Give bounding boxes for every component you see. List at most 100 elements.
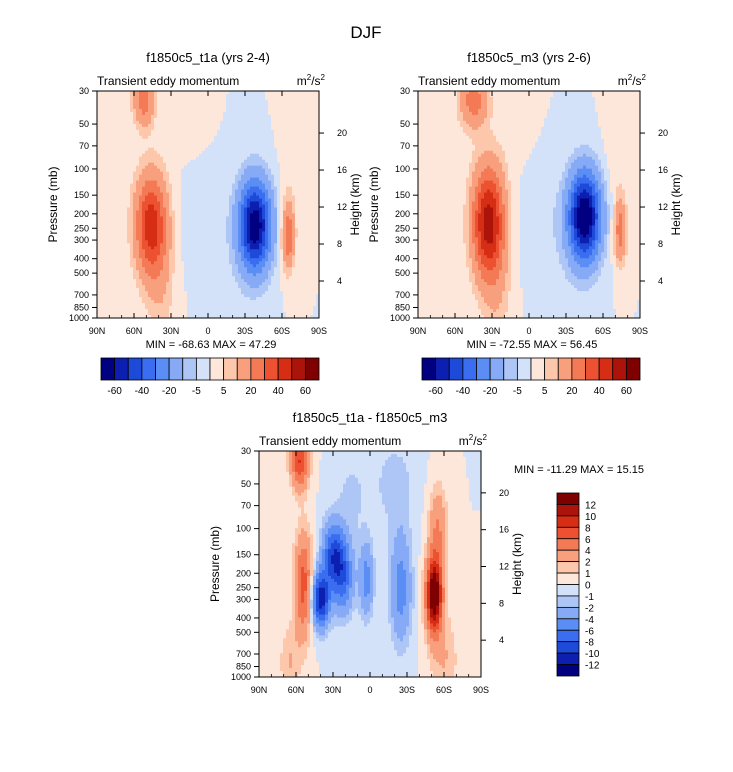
contour-cell: [136, 189, 140, 194]
contour-cell: [238, 225, 242, 229]
contour-cell: [289, 219, 293, 224]
contour-cell: [313, 183, 317, 188]
contour-cell: [115, 192, 119, 197]
contour-cell: [292, 213, 296, 218]
contour-cell: [241, 129, 245, 134]
contour-cell: [166, 192, 170, 197]
contour-cell: [103, 108, 107, 113]
contour-cell: [289, 150, 293, 155]
contour-cell: [130, 108, 134, 113]
contour-cell: [115, 270, 119, 274]
contour-cell: [190, 195, 194, 200]
contour-cell: [304, 150, 308, 155]
contour-cell: [103, 291, 107, 295]
contour-cell: [175, 147, 179, 152]
contour-cell: [160, 102, 164, 107]
contour-cell: [97, 180, 101, 185]
contour-cell: [286, 276, 290, 280]
contour-cell: [199, 99, 203, 104]
contour-cell: [310, 255, 314, 259]
contour-cell: [304, 102, 308, 107]
contour-cell: [184, 231, 188, 235]
contour-cell: [112, 132, 116, 137]
contour-cell: [205, 129, 209, 134]
contour-cell: [139, 96, 143, 101]
contour-cell: [124, 144, 128, 149]
contour-cell: [205, 219, 209, 224]
contour-cell: [100, 186, 104, 191]
contour-cell: [241, 99, 245, 104]
contour-cell: [295, 171, 299, 176]
contour-cell: [133, 144, 137, 149]
contour-cell: [181, 111, 185, 116]
contour-cell: [166, 243, 170, 247]
contour-cell: [247, 210, 251, 215]
contour-cell: [259, 273, 263, 277]
contour-cell: [235, 189, 239, 194]
contour-cell: [136, 102, 140, 107]
contour-cell: [127, 135, 131, 140]
contour-cell: [250, 147, 254, 152]
contour-cell: [214, 96, 218, 101]
contour-cell: [301, 216, 305, 221]
contour-cell: [166, 186, 170, 191]
contour-cell: [163, 159, 167, 164]
contour-cell: [259, 162, 263, 167]
contour-cell: [181, 204, 185, 209]
contour-cell: [262, 156, 266, 161]
contour-cell: [97, 258, 101, 262]
contour-cell: [238, 93, 242, 98]
contour-cell: [277, 195, 281, 200]
contour-cell: [274, 117, 278, 122]
contour-cell: [280, 138, 284, 143]
contour-cell: [310, 264, 314, 268]
contour-cell: [232, 105, 236, 110]
contour-cell: [154, 147, 158, 152]
contour-cell: [178, 153, 182, 158]
contour-cell: [223, 276, 227, 280]
contour-cell: [103, 126, 107, 131]
contour-cell: [229, 267, 233, 271]
contour-cell: [163, 108, 167, 113]
contour-cell: [133, 201, 137, 206]
contour-cell: [289, 264, 293, 268]
contour-cell: [151, 162, 155, 167]
contour-cell: [166, 123, 170, 128]
contour-cell: [208, 183, 212, 188]
contour-cell: [112, 207, 116, 212]
contour-cell: [232, 141, 236, 146]
contour-cell: [223, 189, 227, 194]
contour-cell: [106, 123, 110, 128]
contour-cell: [136, 255, 140, 259]
contour-cell: [205, 204, 209, 209]
contour-cell: [103, 204, 107, 209]
contour-cell: [145, 195, 149, 200]
contour-cell: [148, 255, 152, 259]
contour-cell: [193, 138, 197, 143]
contour-cell: [214, 207, 218, 212]
contour-cell: [139, 252, 143, 256]
contour-cell: [178, 99, 182, 104]
contour-cell: [154, 168, 158, 173]
contour-cell: [196, 126, 200, 131]
contour-cell: [271, 246, 275, 250]
contour-cell: [127, 216, 131, 221]
contour-cell: [175, 276, 179, 280]
contour-cell: [136, 228, 140, 232]
contour-cell: [253, 192, 257, 197]
contour-cell: [211, 91, 215, 95]
contour-cell: [247, 264, 251, 268]
contour-cell: [313, 192, 317, 197]
contour-cell: [280, 177, 284, 182]
contour-cell: [256, 249, 260, 253]
contour-cell: [301, 108, 305, 113]
contour-cell: [274, 237, 278, 241]
contour-cell: [292, 159, 296, 164]
contour-cell: [124, 282, 128, 286]
contour-cell: [244, 132, 248, 137]
contour-cell: [172, 120, 176, 125]
contour-cell: [175, 204, 179, 209]
contour-cell: [151, 138, 155, 143]
contour-cell: [220, 282, 224, 286]
contour-cell: [268, 279, 272, 283]
